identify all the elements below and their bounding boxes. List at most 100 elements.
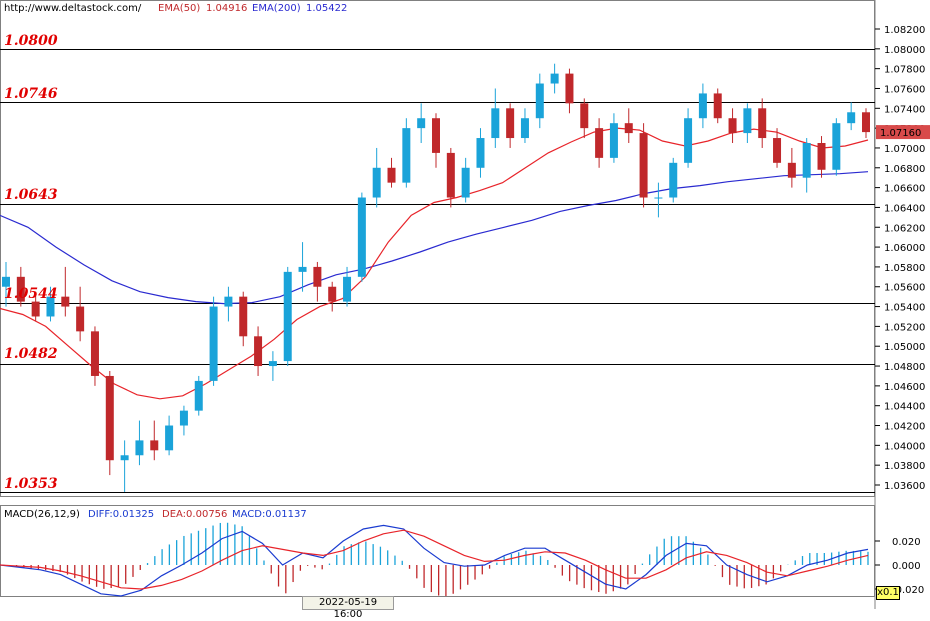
current-price-label: 1.07160 (880, 128, 921, 139)
candle-body (402, 128, 411, 183)
horizontal-levels (0, 49, 875, 493)
candle-body (283, 271, 292, 362)
price-tick-label: 1.07600 (884, 84, 925, 95)
candle-body (802, 143, 811, 178)
price-tick-label: 1.04400 (884, 402, 925, 413)
candle-body (179, 410, 188, 426)
candle-body (105, 375, 114, 461)
candle-body (224, 296, 233, 307)
candle-body (698, 93, 707, 119)
price-tick-label: 1.08200 (884, 25, 925, 36)
candle-body (728, 118, 737, 134)
candle-body (550, 73, 559, 84)
macd-scale-badge: x0.1 (876, 586, 900, 600)
candle-body (609, 123, 618, 158)
ema50-value: 1.04916 (206, 3, 248, 14)
macd-macd: MACD:0.01137 (232, 509, 307, 520)
candle-body (194, 380, 203, 411)
candle-body (669, 162, 678, 198)
candle-body (432, 118, 440, 153)
level-label-4: 1.0544 (4, 286, 58, 302)
candle-body (165, 425, 174, 451)
macd-dea: DEA:0.00756 (162, 509, 228, 520)
candle-body (565, 73, 574, 104)
candle-body (787, 162, 796, 178)
macd-tick-label: 0.020 (892, 537, 921, 548)
main-panel-frame (0, 0, 875, 497)
candle-body (461, 167, 470, 198)
price-tick-label: 1.04000 (884, 441, 925, 452)
macd-histogram (8, 522, 869, 596)
candle-body (16, 276, 25, 302)
candle-body (639, 133, 648, 198)
candle-body (713, 93, 722, 119)
price-tick-label: 1.06800 (884, 164, 925, 175)
candle-body (120, 455, 129, 461)
ema50-line-group (0, 127, 869, 400)
source-url[interactable]: http://www.deltastock.com/ (4, 3, 142, 14)
macd-tick-label: 0.000 (892, 561, 921, 572)
price-tick-label: 1.05200 (884, 322, 925, 333)
price-tick-label: 1.05000 (884, 342, 925, 353)
candle-body (506, 108, 515, 139)
candle-body (76, 306, 85, 332)
price-tick-label: 1.06400 (884, 203, 925, 214)
macd-diff: DIFF:0.01325 (88, 509, 155, 520)
candle-body (847, 112, 856, 124)
macd-dea-line (0, 529, 869, 590)
price-tick-label: 1.06000 (884, 243, 925, 254)
candle-body (31, 301, 40, 317)
ema200-line (0, 171, 869, 305)
candle-body (209, 306, 218, 381)
candle-body (520, 118, 529, 139)
ema200-label: EMA(200) (252, 3, 301, 14)
candle-body (862, 112, 870, 133)
macd-label: MACD(26,12,9) (4, 509, 80, 520)
candle-body (476, 138, 485, 168)
candle-body (254, 336, 263, 367)
level-label-1: 1.0800 (4, 33, 58, 49)
candle-body (46, 296, 55, 317)
candle-body (328, 286, 337, 302)
candle-body (387, 167, 396, 183)
candle-body (150, 440, 159, 451)
candle-body (61, 296, 70, 307)
candle-body (135, 440, 144, 456)
candle-body (343, 276, 352, 302)
candle-body (743, 108, 752, 134)
candle-body (580, 103, 589, 129)
candle-body (654, 197, 663, 199)
current-price-marker: 1.07160 (876, 125, 930, 139)
price-tick-label: 1.06600 (884, 184, 925, 195)
level-label-6: 1.0353 (4, 476, 58, 492)
price-tick-label: 1.04800 (884, 362, 925, 373)
price-tick-label: 1.05400 (884, 303, 925, 314)
candle-body (535, 83, 544, 119)
candle-body (758, 108, 767, 139)
candle-body (357, 197, 366, 277)
price-tick-label: 1.07400 (884, 104, 925, 115)
level-label-3: 1.0643 (4, 187, 58, 203)
candle-body (298, 266, 307, 272)
price-tick-label: 1.03800 (884, 461, 925, 472)
candle-body (595, 128, 604, 158)
price-tick-label: 1.04600 (884, 382, 925, 393)
price-tick-label: 1.04200 (884, 422, 925, 433)
ema50-line (0, 127, 869, 400)
level-label-2: 1.0746 (4, 86, 58, 102)
level-label-5: 1.0482 (4, 346, 58, 362)
ema50-label: EMA(50) (158, 3, 201, 14)
candle-body (417, 118, 426, 129)
price-axis-ticks: 1.082001.080001.078001.076001.074001.072… (875, 25, 925, 492)
macd-tick-label: -0.020 (892, 585, 924, 596)
candlesticks (2, 63, 870, 492)
price-tick-label: 1.03600 (884, 481, 925, 492)
candle-body (773, 138, 782, 163)
price-tick-label: 1.08000 (884, 45, 925, 56)
current-price-box (876, 125, 930, 140)
candle-body (446, 152, 455, 198)
ema200-value: 1.05422 (306, 3, 348, 14)
price-tick-label: 1.05600 (884, 283, 925, 294)
candle-body (239, 296, 248, 337)
